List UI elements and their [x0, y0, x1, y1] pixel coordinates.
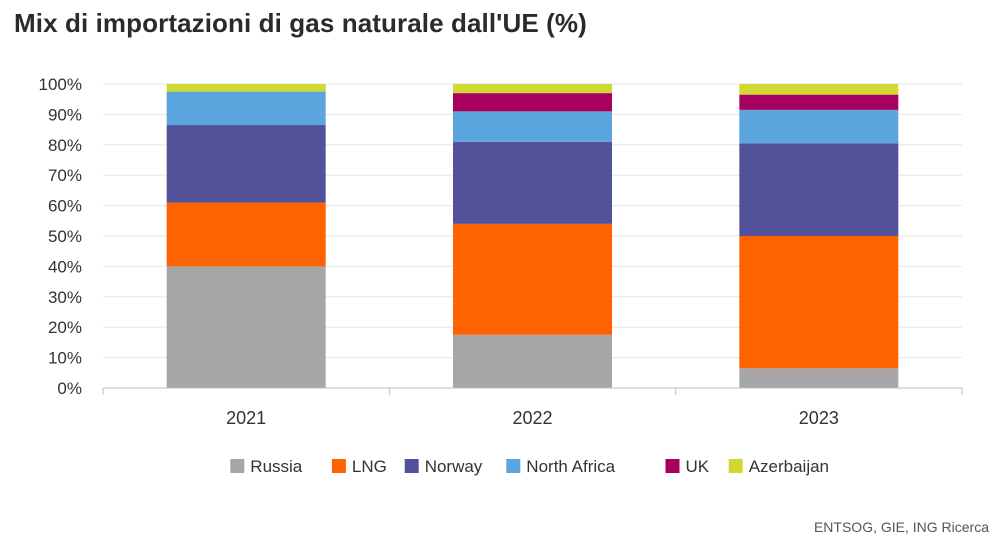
y-tick-label: 60% [48, 197, 82, 216]
legend-label: Norway [425, 457, 483, 476]
bar-segment-azerbaijan [453, 84, 612, 94]
x-tick-label: 2023 [799, 408, 839, 428]
legend-swatch [331, 459, 346, 473]
bar-segment-lng [739, 236, 899, 369]
y-tick-label: 50% [48, 227, 82, 246]
y-axis: 0% 10% 20% 30% 40% 50% 60% 70% 80% 90% 100% [39, 75, 82, 398]
legend-swatch [665, 459, 680, 473]
bar-segment-uk [739, 94, 899, 110]
chart-title: Mix di importazioni di gas naturale dall… [14, 8, 587, 38]
bar-segment-russia [453, 334, 612, 388]
legend-label: Russia [250, 457, 303, 476]
bar-segment-north-africa [166, 91, 326, 126]
legend-label: North Africa [526, 457, 615, 476]
bar-segment-north-africa [453, 111, 612, 142]
y-tick-label: 100% [39, 75, 82, 94]
bar-segment-norway [166, 125, 326, 203]
x-tick-label: 2021 [226, 408, 266, 428]
x-tick-label: 2022 [512, 408, 552, 428]
y-tick-label: 80% [48, 136, 82, 155]
legend: Russia LNG Norway North Africa UK Azerbaijan [230, 457, 829, 476]
bar-segment-lng [453, 223, 612, 335]
y-tick-label: 70% [48, 166, 82, 185]
y-tick-label: 30% [48, 288, 82, 307]
bar-segment-uk [453, 93, 612, 112]
bar-segment-azerbaijan [166, 84, 326, 92]
y-tick-label: 10% [48, 349, 82, 368]
source-note: ENTSOG, GIE, ING Ricerca [813, 519, 989, 535]
legend-swatch [404, 459, 419, 473]
legend-label: Azerbaijan [749, 457, 829, 476]
bar-segment-norway [739, 143, 899, 236]
legend-label: UK [686, 457, 710, 476]
bars [166, 84, 899, 388]
bar-segment-azerbaijan [739, 84, 899, 95]
bar-segment-russia [739, 368, 899, 388]
x-axis: 2021 2022 2023 [102, 387, 963, 428]
bar-segment-lng [166, 202, 326, 267]
bar-segment-norway [453, 141, 612, 224]
bar-segment-north-africa [739, 109, 899, 144]
y-tick-label: 90% [48, 105, 82, 124]
legend-swatch [728, 459, 743, 473]
y-tick-label: 40% [48, 257, 82, 276]
y-tick-label: 20% [48, 318, 82, 337]
bar-segment-russia [166, 266, 326, 388]
legend-label: LNG [352, 457, 387, 476]
legend-swatch [230, 459, 245, 473]
y-tick-label: 0% [57, 379, 82, 398]
legend-swatch [506, 459, 521, 473]
